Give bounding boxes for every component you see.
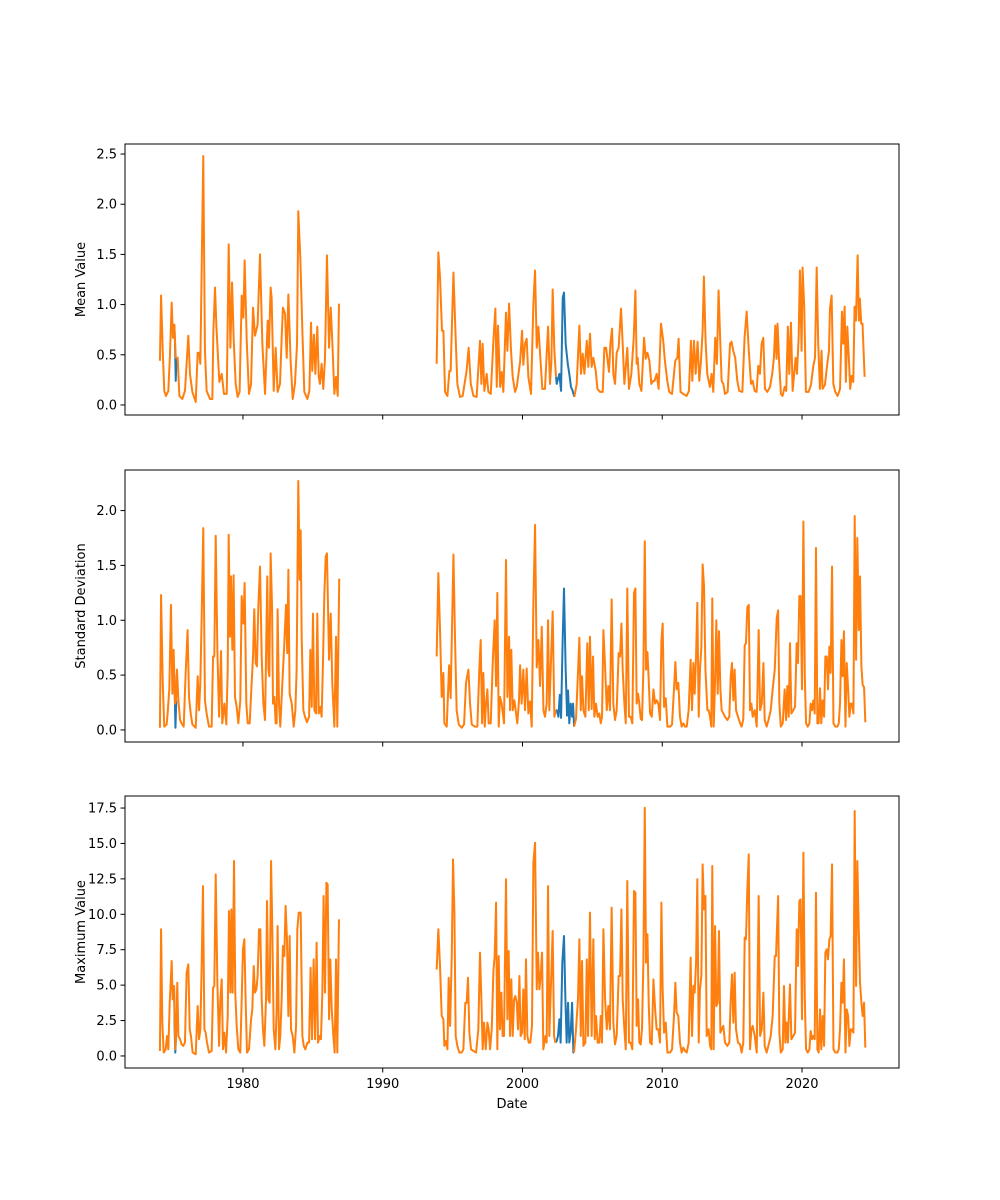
line-series_b: [573, 515, 867, 728]
x-tick-label: 2010: [646, 1077, 679, 1092]
x-axis-label: Date: [496, 1097, 527, 1112]
y-tick-label: 1.5: [96, 559, 117, 574]
y-tick-label: 1.5: [96, 248, 117, 263]
line-series_a: [555, 291, 576, 398]
subplot-mean-value: 0.0 0.5 1.0 1.5 2.0 2.5 Mean Value: [74, 143, 900, 420]
line-series_b: [573, 806, 867, 1054]
line-series_b: [435, 251, 558, 398]
y-tick-label: 10.0: [88, 908, 117, 923]
axes-frame: [124, 143, 900, 416]
y-axis-label: Standard Deviation: [74, 543, 89, 668]
x-tick-label: 2000: [506, 1077, 539, 1092]
line-series_b: [158, 860, 340, 1056]
y-tick-label: 0.0: [96, 1049, 117, 1064]
y-axis-label: Mean Value: [74, 242, 89, 317]
line-series_a: [554, 934, 575, 1054]
y-tick-label: 0.0: [96, 398, 117, 413]
line-series_b: [435, 523, 557, 729]
y-tick-label: 15.0: [88, 837, 117, 852]
y-tick-label: 12.5: [88, 872, 117, 887]
y-tick-label: 0.5: [96, 669, 117, 684]
y-tick-label: 0.0: [96, 723, 117, 738]
x-tick-label: 2020: [785, 1077, 818, 1092]
x-tick-label: 1990: [366, 1077, 399, 1092]
x-tick-label: 1980: [226, 1077, 259, 1092]
y-tick-label: 0.5: [96, 348, 117, 363]
line-series_b: [435, 841, 557, 1054]
y-tick-label: 5.0: [96, 979, 117, 994]
line-series_b: [158, 155, 340, 403]
y-tick-label: 2.5: [96, 148, 117, 163]
subplot-maximum-value: 0.0 2.5 5.0 7.5 10.0 12.5 15.0 17.5 1980 1990 2000…: [74, 795, 900, 1112]
y-tick-label: 17.5: [88, 802, 117, 817]
axes-frame: [124, 795, 900, 1069]
subplot-standard-deviation: 0.0 0.5 1.0 1.5 2.0 Standard Deviation: [74, 469, 900, 747]
y-tick-label: 2.0: [96, 198, 117, 213]
y-tick-label: 1.0: [96, 298, 117, 313]
axes-frame: [124, 469, 900, 743]
y-tick-label: 2.5: [96, 1014, 117, 1029]
y-tick-label: 7.5: [96, 943, 117, 958]
y-tick-label: 1.0: [96, 614, 117, 629]
y-tick-label: 2.0: [96, 504, 117, 519]
line-series_a: [555, 587, 576, 727]
line-series_b: [158, 479, 341, 729]
line-series_b: [573, 254, 866, 398]
y-axis-label: Maximum Value: [74, 880, 89, 984]
